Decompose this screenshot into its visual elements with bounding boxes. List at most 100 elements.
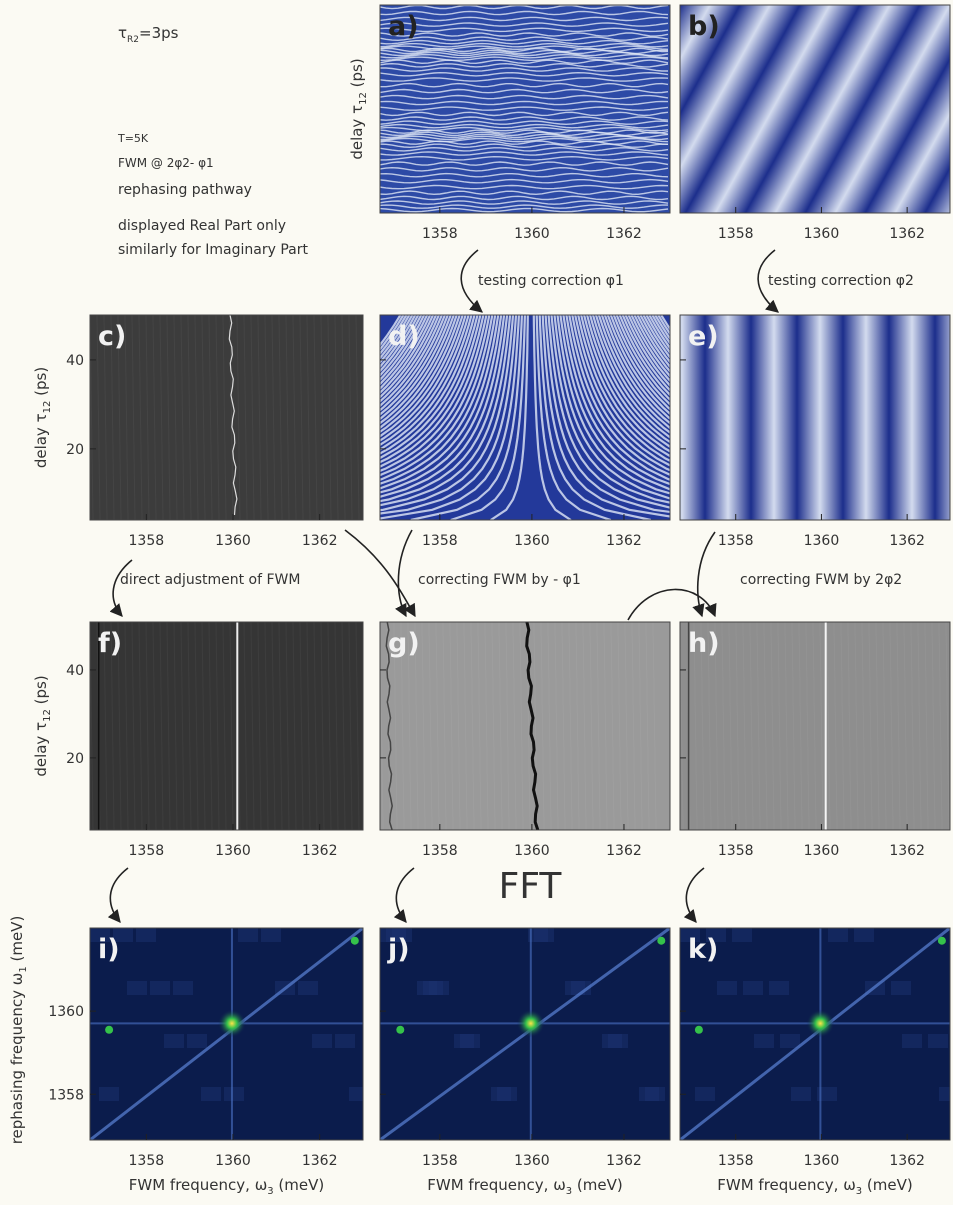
panel-label: j) [387,934,410,965]
axis-label-unit: (ps) [32,367,50,401]
axis-label-sub: 12 [42,401,53,414]
x-tick-label: 1358 [129,843,165,859]
x-tick-label: 1362 [889,533,925,549]
panel-frame [89,927,364,1141]
arrow [109,559,133,617]
panel: g) [379,621,671,831]
x-tick-label: 1362 [606,843,642,859]
axis-label-unit: (meV) [862,1176,913,1194]
panel-frame [89,621,364,831]
x-tick-label: 1360 [804,1153,840,1169]
y-tick-label: 20 [66,442,84,458]
panel-frame [679,621,951,831]
x-tick-label: 1360 [804,533,840,549]
panel-image [680,315,950,520]
x-tick-label: 1362 [889,1153,925,1169]
x-tick-label: 1358 [422,226,458,242]
axis-label-text: FWM frequency, ω [717,1176,856,1194]
axis-label-text: rephasing frequency ω [8,973,26,1145]
axis-label-sub: 3 [856,1186,862,1197]
axis-label: FWM frequency, ω3 (meV) [427,1176,622,1197]
panel-frame [679,4,951,214]
x-tick-label: 1360 [514,533,550,549]
panel-label: c) [98,321,126,352]
axis-label: delay τ12 (ps) [348,58,369,159]
axis-label-unit: (meV) [572,1176,623,1194]
arrow [107,867,129,923]
x-tick-label: 1360 [514,843,550,859]
note: rephasing pathway [118,182,252,198]
panel-frame [379,927,671,1141]
panel-label: a) [388,11,419,42]
axis-label-text: delay τ [32,722,50,777]
note: T=5K [117,132,149,145]
arrow [394,529,413,618]
arrow-caption: correcting FWM by - φ1 [418,572,581,588]
note: similarly for Imaginary Part [118,242,308,258]
panel-label: i) [98,934,120,965]
x-tick-label: 1362 [302,533,338,549]
panel-label: g) [388,628,420,659]
panel-frame [679,314,951,521]
x-tick-label: 1362 [302,843,338,859]
panel: f) [89,621,364,831]
axis-label-text: delay τ [348,105,366,160]
x-tick-label: 1362 [302,1153,338,1169]
panel-frame [379,314,671,521]
axis-label-sub: 3 [267,1186,273,1197]
axis-label: delay τ12 (ps) [32,675,53,776]
tau-symbol: τ [118,24,127,42]
arrow [627,588,717,621]
x-tick-label: 1362 [606,226,642,242]
x-tick-label: 1362 [606,1153,642,1169]
x-tick-label: 1360 [215,843,251,859]
arrow-caption: correcting FWM by 2φ2 [740,572,902,588]
axis-label-unit: (ps) [32,675,50,709]
axis-label-unit: (ps) [348,58,366,92]
x-tick-label: 1358 [718,843,754,859]
axis-label-unit: (meV) [274,1176,325,1194]
fft-label: FFT [499,866,563,907]
panel: k) [679,927,951,1141]
panel-label: f) [98,628,122,659]
x-tick-label: 1358 [422,843,458,859]
x-tick-label: 1358 [422,533,458,549]
panel-frame [89,314,364,521]
note: displayed Real Part only [118,218,286,234]
panel: e) [679,314,951,521]
tau-note: τR2=3ps [118,24,179,45]
note: FWM @ 2φ2- φ1 [118,156,214,170]
panel-frame [379,621,671,831]
panel-frame [679,927,951,1141]
x-tick-label: 1362 [889,226,925,242]
panel-image [380,928,670,1140]
panel: c) [89,314,364,521]
y-tick-label: 40 [66,663,84,679]
arrow [683,867,705,923]
axis-label-sub: 3 [566,1186,572,1197]
y-tick-label: 20 [66,751,84,767]
axis-label: rephasing frequency ω1 (meV) [8,916,29,1145]
arrow-caption: testing correction φ1 [478,273,624,289]
axis-label-sub: 12 [358,92,369,105]
arrow-caption: direct adjustment of FWM [120,572,300,588]
x-tick-label: 1358 [129,1153,165,1169]
panel-image [380,5,670,213]
arrow [393,867,415,923]
axis-label: delay τ12 (ps) [32,367,53,468]
arrow [344,529,416,618]
axis-label-text: FWM frequency, ω [129,1176,268,1194]
panel-label: k) [688,934,718,965]
x-tick-label: 1358 [718,533,754,549]
x-tick-label: 1360 [804,843,840,859]
panel: j) [379,927,671,1141]
axis-label: FWM frequency, ω3 (meV) [129,1176,324,1197]
panel-label: b) [688,11,720,42]
panel-image [90,928,363,1140]
panel: i) [89,927,364,1141]
x-tick-label: 1362 [889,843,925,859]
x-tick-label: 1358 [422,1153,458,1169]
x-tick-label: 1360 [514,1153,550,1169]
axis-label-unit: (meV) [8,916,26,967]
